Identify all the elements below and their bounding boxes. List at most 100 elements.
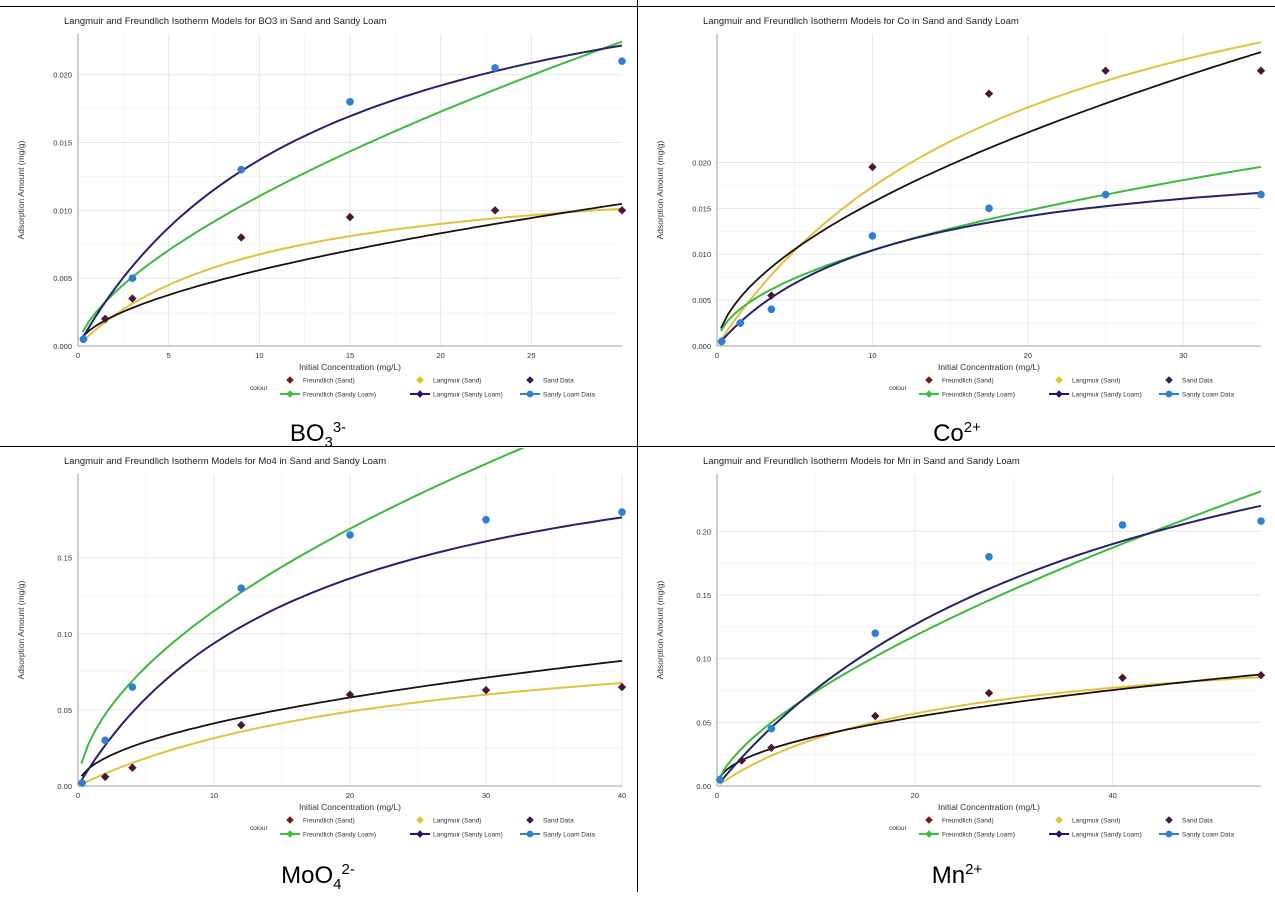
legend-item-label: Sandy Loam Data: [543, 832, 595, 839]
sandy-loam-data-point: [237, 165, 245, 174]
legend-item-label: Langmuir (Sand): [433, 818, 481, 825]
chart-title: Langmuir and Freundlich Isotherm Models …: [703, 16, 1019, 27]
sandy-loam-data-point: [767, 724, 776, 733]
sandy-loam-data-point: [101, 736, 109, 745]
legend-key-diamond: [925, 390, 933, 398]
legend-title: colour: [889, 825, 908, 832]
x-tick-label: 40: [618, 791, 626, 800]
sandy-loam-data-point: [767, 305, 776, 314]
sandy-loam-data-point: [346, 531, 354, 539]
legend-key-diamond: [1165, 816, 1173, 824]
freundlich-loam-curve: [718, 490, 1262, 779]
sandy-loam-data-point: [1118, 521, 1127, 529]
x-tick-label: 25: [527, 351, 535, 360]
x-axis-label: Initial Concentration (mg/L): [299, 802, 401, 812]
legend-item-label: Sand Data: [543, 818, 574, 825]
caption-sup: 2-: [341, 861, 355, 878]
chart-title: Langmuir and Freundlich Isotherm Models …: [64, 16, 387, 27]
y-tick-label: 0.00: [696, 782, 711, 791]
caption-sub: 3: [324, 433, 333, 451]
y-tick-label: 0.15: [696, 591, 711, 600]
x-tick-label: 30: [482, 791, 490, 800]
sand-data-point: [1256, 671, 1266, 680]
x-tick-label: 20: [911, 791, 919, 800]
legend-key-diamond: [925, 830, 933, 838]
sand-data-point: [345, 212, 355, 222]
freundlich-loam-curve: [81, 40, 623, 333]
legend-item-label: Freundlich (Sandy Loam): [303, 832, 376, 839]
x-tick-label: 10: [255, 351, 263, 360]
caption-base: Co: [933, 420, 964, 447]
x-tick-label: 40: [1108, 791, 1116, 800]
sandy-loam-data-point: [717, 337, 726, 346]
legend-item-label: Freundlich (Sandy Loam): [303, 392, 376, 399]
legend: colour Freundlich (Sand) Langmuir (Sand) Sa…: [889, 816, 1234, 839]
sandy-loam-data-point: [985, 204, 993, 213]
sandy-loam-data-point: [716, 775, 724, 784]
y-tick-label: 0.10: [696, 655, 711, 664]
x-tick-label: 0: [76, 791, 80, 800]
y-axis-label: Adsorption Amount (mg/g): [16, 580, 26, 679]
legend-item-label: Langmuir (Sandy Loam): [433, 392, 503, 399]
grid-rule-vertical: [637, 0, 638, 892]
chart-svg-mn: Langmuir and Freundlich Isotherm Models …: [655, 456, 1266, 839]
chart-panel-moo4: Langmuir and Freundlich Isotherm Models …: [0, 448, 636, 893]
legend-item-label: Freundlich (Sand): [303, 818, 355, 825]
legend-key-diamond: [286, 390, 294, 398]
sandy-loam-data-point: [346, 98, 354, 106]
sandy-loam-data-point: [736, 319, 745, 327]
legend-title: colour: [889, 385, 908, 392]
sand-data-point: [128, 763, 137, 772]
sand-data-point: [481, 685, 491, 695]
x-tick-label: 10: [210, 791, 218, 800]
y-tick-label: 0.000: [692, 342, 711, 351]
legend-key-circle: [526, 390, 534, 398]
legend-title: colour: [250, 825, 269, 832]
x-axis-label: Initial Concentration (mg/L): [938, 362, 1040, 372]
legend-item-label: Freundlich (Sandy Loam): [942, 392, 1015, 399]
chart-caption-bo3: BO33-: [0, 414, 636, 457]
y-tick-label: 0.015: [53, 139, 72, 148]
langmuir-loam-curve: [718, 504, 1262, 784]
legend-key-circle: [1165, 390, 1173, 398]
langmuir-sand-curve: [81, 207, 623, 343]
x-tick-label: 20: [346, 791, 354, 800]
sandy-loam-data-point: [618, 508, 626, 516]
sandy-loam-data-point: [482, 515, 490, 524]
chart-caption-mn: Mn2+: [639, 856, 1275, 899]
sandy-loam-data-point: [985, 552, 993, 561]
y-tick-label: 0.005: [53, 274, 72, 283]
sand-data-point: [490, 206, 500, 215]
freundlich-loam-curve: [80, 448, 526, 764]
legend-item-label: Sand Data: [1182, 378, 1213, 385]
legend-item-label: Sand Data: [1182, 818, 1213, 825]
sand-data-point: [1256, 66, 1266, 75]
sandy-loam-data-point: [1101, 190, 1110, 199]
legend-item-label: Freundlich (Sandy Loam): [942, 832, 1015, 839]
chart-svg-co: Langmuir and Freundlich Isotherm Models …: [655, 16, 1266, 399]
legend-item-label: Langmuir (Sand): [1072, 818, 1120, 825]
y-tick-label: 0.05: [57, 706, 72, 715]
legend: colour Freundlich (Sand) Langmuir (Sand) Sa…: [250, 816, 595, 839]
legend-key-diamond: [416, 376, 424, 384]
legend-key-diamond: [286, 816, 294, 824]
legend-item-label: Langmuir (Sandy Loam): [1072, 832, 1142, 839]
x-tick-label: 15: [346, 351, 354, 360]
chart-caption-moo4: MoO42-: [0, 856, 636, 899]
y-tick-label: 0.15: [57, 554, 72, 563]
caption-base: MoO: [281, 862, 334, 889]
legend: colour Freundlich (Sand) Langmuir (Sand) Sa…: [889, 376, 1234, 399]
legend-item-label: Sandy Loam Data: [1182, 832, 1234, 839]
sand-data-point: [128, 294, 137, 303]
y-tick-label: 0.010: [692, 250, 711, 259]
legend-key-circle: [1165, 830, 1173, 838]
plot-area: [717, 34, 1261, 346]
sandy-loam-data-point: [128, 683, 137, 691]
sand-data-point: [617, 206, 627, 215]
x-tick-label: 20: [1024, 351, 1032, 360]
sand-data-point: [237, 720, 246, 730]
chart-panel-mn: Langmuir and Freundlich Isotherm Models …: [639, 448, 1275, 892]
legend-item-label: Freundlich (Sand): [942, 818, 994, 825]
x-tick-label: 30: [1179, 351, 1187, 360]
